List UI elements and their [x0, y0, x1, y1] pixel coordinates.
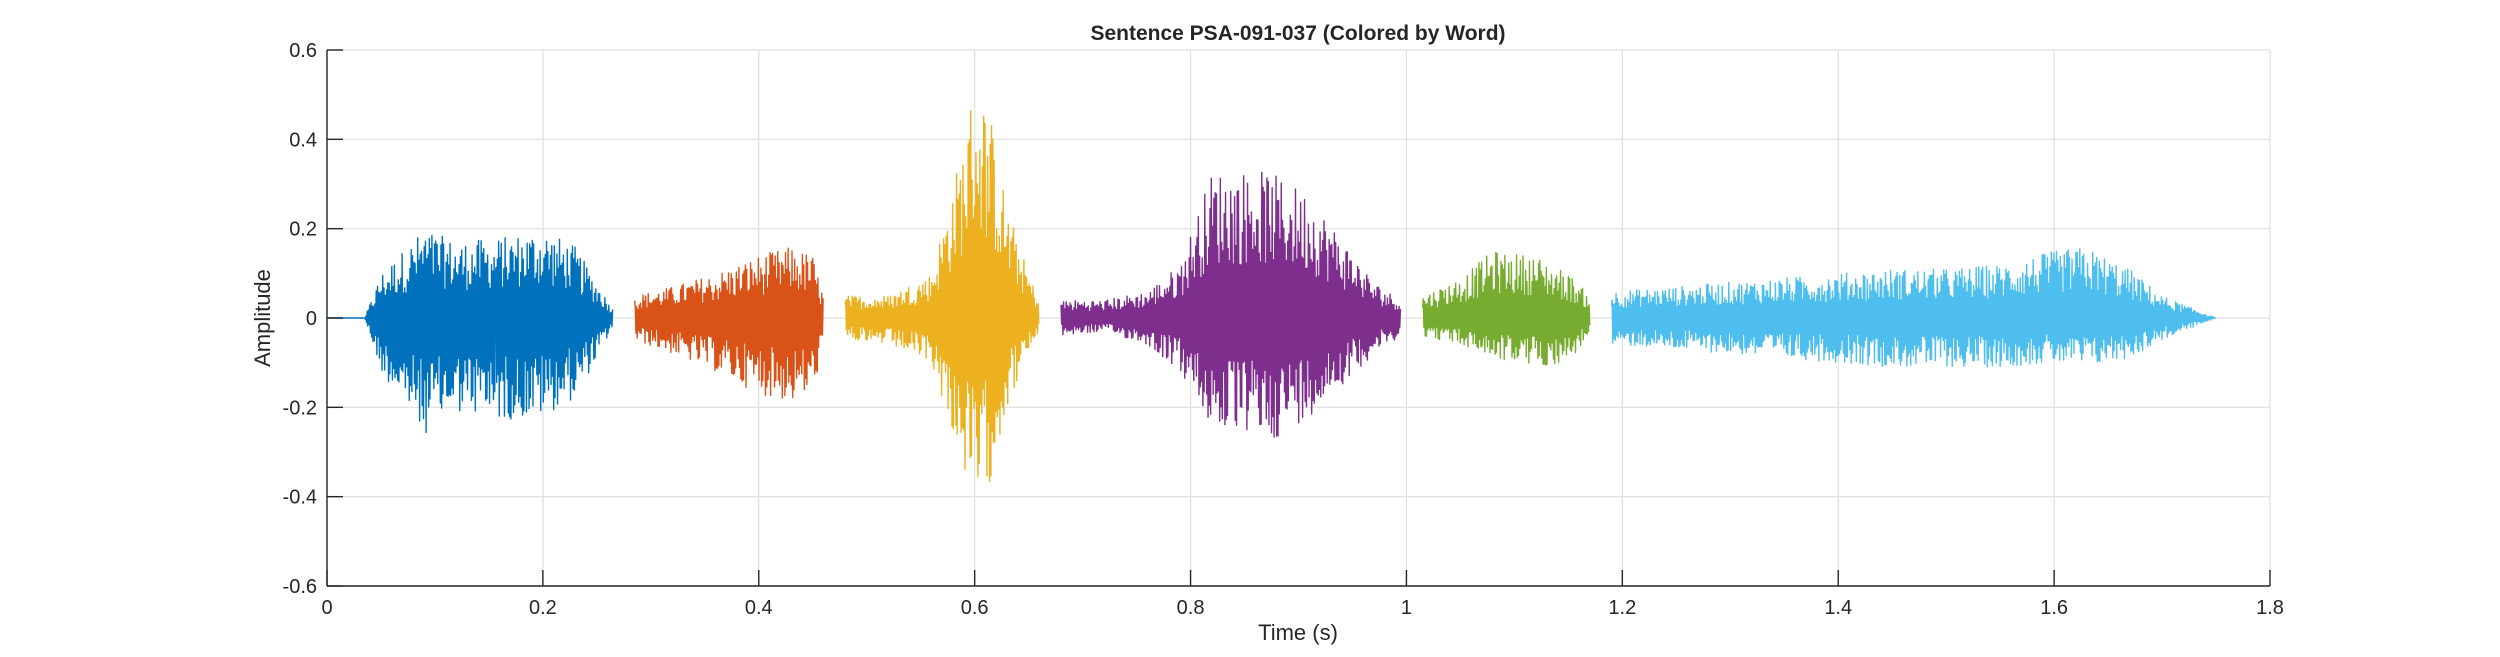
x-tick-label: 1.4: [1824, 597, 1852, 619]
x-tick-label: 1.2: [1608, 597, 1636, 619]
x-tick-label: 1: [1401, 597, 1412, 619]
y-tick-label: 0: [306, 308, 317, 330]
y-tick-label: 0.6: [289, 40, 317, 62]
word-segment-3: [844, 110, 1040, 482]
word-segment-4: [1060, 171, 1402, 438]
x-tick-label: 0.4: [745, 597, 773, 619]
word-segment-1: [326, 234, 614, 434]
word-segment-6: [1610, 248, 2217, 368]
x-tick-label: 1.6: [2040, 597, 2068, 619]
x-tick-label: 0.6: [961, 597, 989, 619]
x-axis-label: Time (s): [1258, 620, 1338, 645]
y-tick-label: 0.4: [289, 129, 317, 151]
tick-labels: 0 0.2 0.4 0.6 0.8 1 1.2 1.4 1.6 1.8 -0.6 -0.4 -0.2 0 0…: [283, 40, 2284, 619]
x-tick-label: 0: [321, 597, 332, 619]
y-tick-label: -0.4: [283, 487, 317, 509]
axes: [326, 49, 2271, 587]
word-segment-5: [1421, 252, 1591, 366]
word-segment-2: [633, 247, 824, 399]
x-tick-label: 0.8: [1177, 597, 1205, 619]
chart-title: Sentence PSA-091-037 (Colored by Word): [1090, 22, 1505, 45]
x-tick-label: 1.8: [2256, 597, 2284, 619]
y-tick-label: -0.6: [283, 576, 317, 598]
y-tick-label: -0.2: [283, 397, 317, 419]
waveform-series: [326, 110, 2217, 482]
x-tick-label: 0.2: [529, 597, 557, 619]
y-axis-label: Amplitude: [250, 269, 275, 367]
y-tick-label: 0.2: [289, 219, 317, 241]
